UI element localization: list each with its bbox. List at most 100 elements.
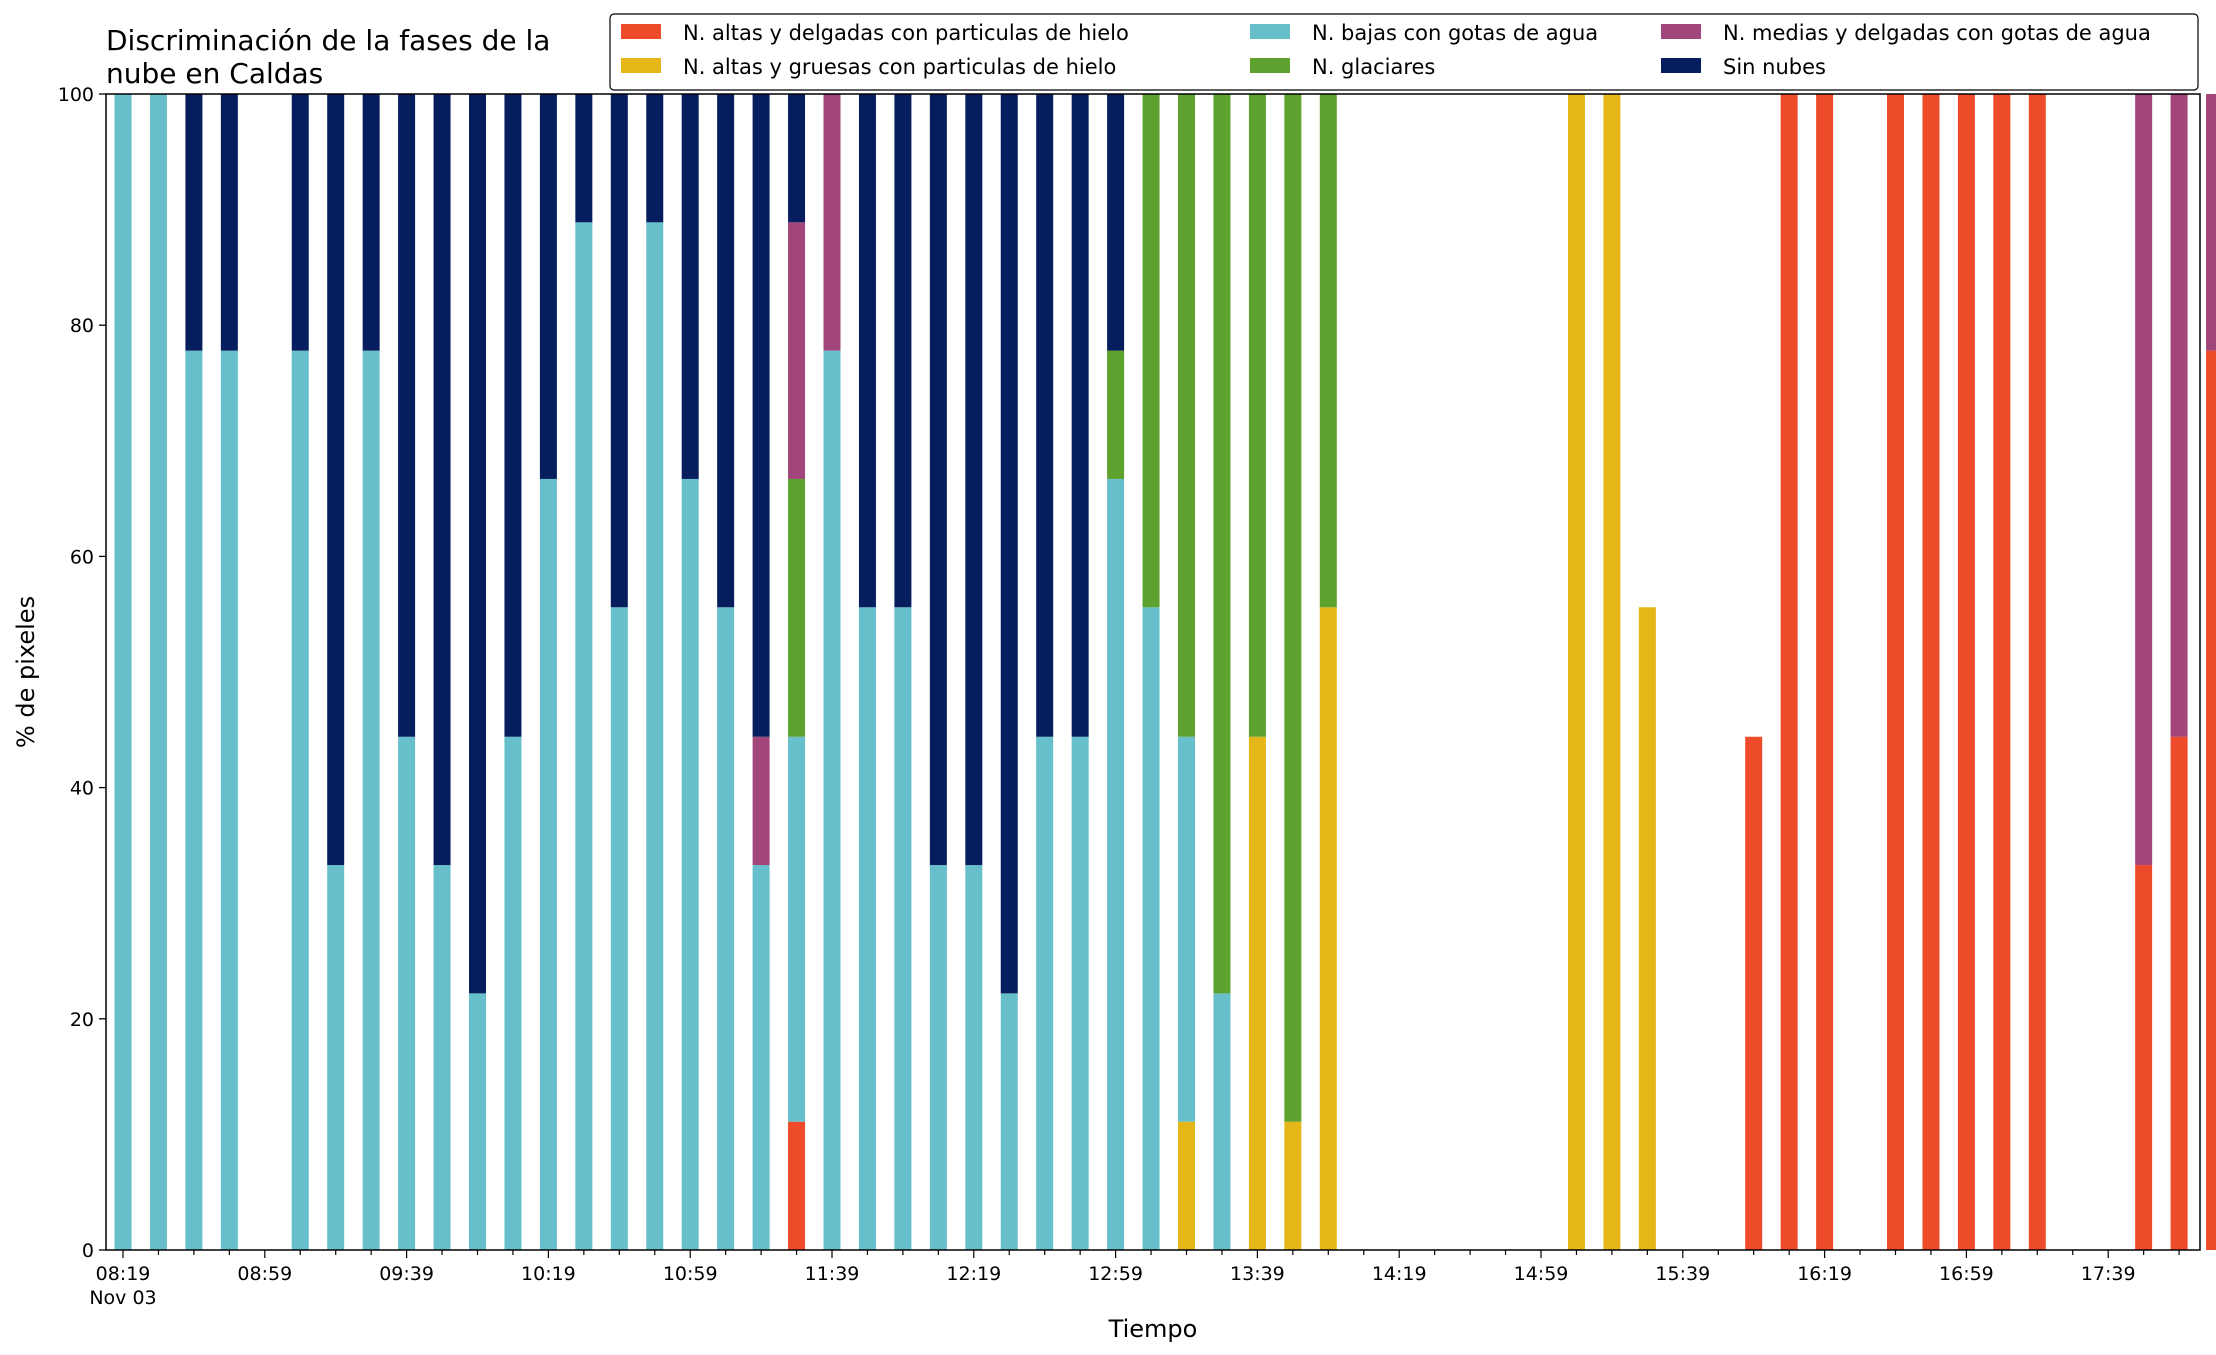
x-tick-label: 08:19 (96, 1263, 151, 1285)
y-tick-label: 0 (82, 1240, 94, 1262)
x-axis: 08:19 08:59 09:39 10:19 10:59 11:39 12:19 12:59… (89, 1250, 2180, 1309)
y-axis: 0 20 40 60 80 100 (58, 84, 106, 1262)
y-tick-label: 20 (70, 1009, 94, 1031)
bar-segment (220, 94, 238, 351)
bar-segment (965, 865, 983, 1250)
bar-segment (1319, 607, 1337, 1250)
x-axis-label: Tiempo (1108, 1315, 1198, 1343)
bar-segment (1178, 736, 1195, 1122)
bar-segment (1178, 94, 1195, 737)
bar-segment (291, 350, 309, 1250)
bar-segment (1284, 94, 1302, 1122)
y-axis-label: % de pixeles (12, 596, 40, 748)
legend-swatch (1250, 24, 1290, 39)
bar-segment (929, 94, 947, 866)
bar-segment (858, 607, 876, 1250)
legend-frame (609, 13, 2199, 91)
bar-segment (185, 94, 203, 351)
bar-segment (894, 607, 912, 1250)
legend-label: N. altas y gruesas con particulas de hie… (683, 55, 1116, 79)
bar-segment (575, 222, 593, 1250)
bar-segment (681, 94, 699, 479)
bars-layer (114, 94, 2216, 1250)
bar-segment (2170, 94, 2188, 737)
x-tick-label: 10:19 (521, 1263, 576, 1285)
bar-segment (2135, 94, 2153, 866)
bar-segment (752, 865, 770, 1250)
bar-segment (717, 94, 735, 608)
bar-segment (1922, 94, 1940, 1250)
bar-segment (717, 607, 735, 1250)
bar-segment (788, 94, 806, 223)
bar-segment (2170, 736, 2188, 1250)
bar-segment (362, 94, 380, 351)
bar-segment (291, 94, 309, 351)
bar-segment (327, 865, 345, 1250)
bar-segment (646, 222, 664, 1250)
bar-segment (1036, 736, 1054, 1250)
bar-segment (185, 350, 203, 1250)
legend-swatch (621, 24, 661, 39)
x-tick-label: 12:59 (1088, 1263, 1143, 1285)
x-tick-label: 10:59 (663, 1263, 718, 1285)
bar-segment (1816, 94, 1834, 1250)
bar-segment (1107, 478, 1125, 1250)
bar-segment (752, 736, 770, 866)
bar-segment (2028, 94, 2046, 1250)
bar-segment (398, 736, 416, 1250)
bar-segment (1248, 94, 1266, 737)
bar-segment (788, 1121, 806, 1250)
bar-segment (2206, 94, 2216, 351)
y-tick-label: 100 (58, 84, 94, 106)
bar-segment (575, 94, 593, 223)
bar-segment (610, 94, 628, 608)
bar-segment (1000, 993, 1018, 1250)
bar-segment (752, 94, 770, 737)
bar-segment (823, 94, 841, 351)
bar-segment (114, 94, 132, 1250)
x-tick-label: 08:59 (237, 1263, 292, 1285)
chart-title-line-2: nube en Caldas (106, 57, 323, 90)
bar-segment (1319, 94, 1337, 608)
bar-segment (220, 350, 238, 1250)
bar-segment (965, 94, 983, 866)
bar-segment (1603, 94, 1621, 1250)
bar-segment (929, 865, 947, 1250)
y-tick-label: 80 (70, 315, 94, 337)
x-date-label: Nov 03 (89, 1287, 156, 1309)
x-tick-label: 11:39 (805, 1263, 860, 1285)
bar-segment (149, 94, 167, 1250)
bar-segment (1638, 607, 1656, 1250)
bar-segment (1567, 94, 1585, 1250)
bar-segment (2206, 350, 2216, 1250)
bar-segment (362, 350, 380, 1250)
x-tick-label: 12:19 (946, 1263, 1001, 1285)
bar-segment (1142, 607, 1160, 1250)
legend-label: N. medias y delgadas con gotas de agua (1723, 21, 2151, 45)
bar-segment (823, 350, 841, 1250)
x-tick-label: 14:59 (1514, 1263, 1569, 1285)
bar-segment (894, 94, 912, 608)
bar-segment (1284, 1121, 1302, 1250)
bar-segment (1142, 94, 1160, 608)
plot-frame (105, 93, 2201, 1251)
bar-segment (1178, 1121, 1195, 1250)
legend-swatch (621, 58, 661, 73)
bar-segment (504, 94, 522, 737)
bar-segment (1071, 736, 1089, 1250)
x-tick-label: 14:19 (1372, 1263, 1427, 1285)
bar-segment (1107, 94, 1125, 351)
bar-segment (433, 865, 451, 1250)
bar-segment (539, 94, 557, 479)
bar-segment (1213, 993, 1231, 1250)
legend-swatch (1661, 58, 1701, 73)
bar-segment (327, 94, 345, 866)
y-tick-label: 40 (70, 778, 94, 800)
bar-segment (1993, 94, 2011, 1250)
bar-segment (681, 478, 699, 1250)
bar-segment (788, 478, 806, 737)
bar-segment (539, 478, 557, 1250)
legend-label: N. bajas con gotas de agua (1312, 21, 1598, 45)
x-tick-label: 16:59 (1939, 1263, 1994, 1285)
